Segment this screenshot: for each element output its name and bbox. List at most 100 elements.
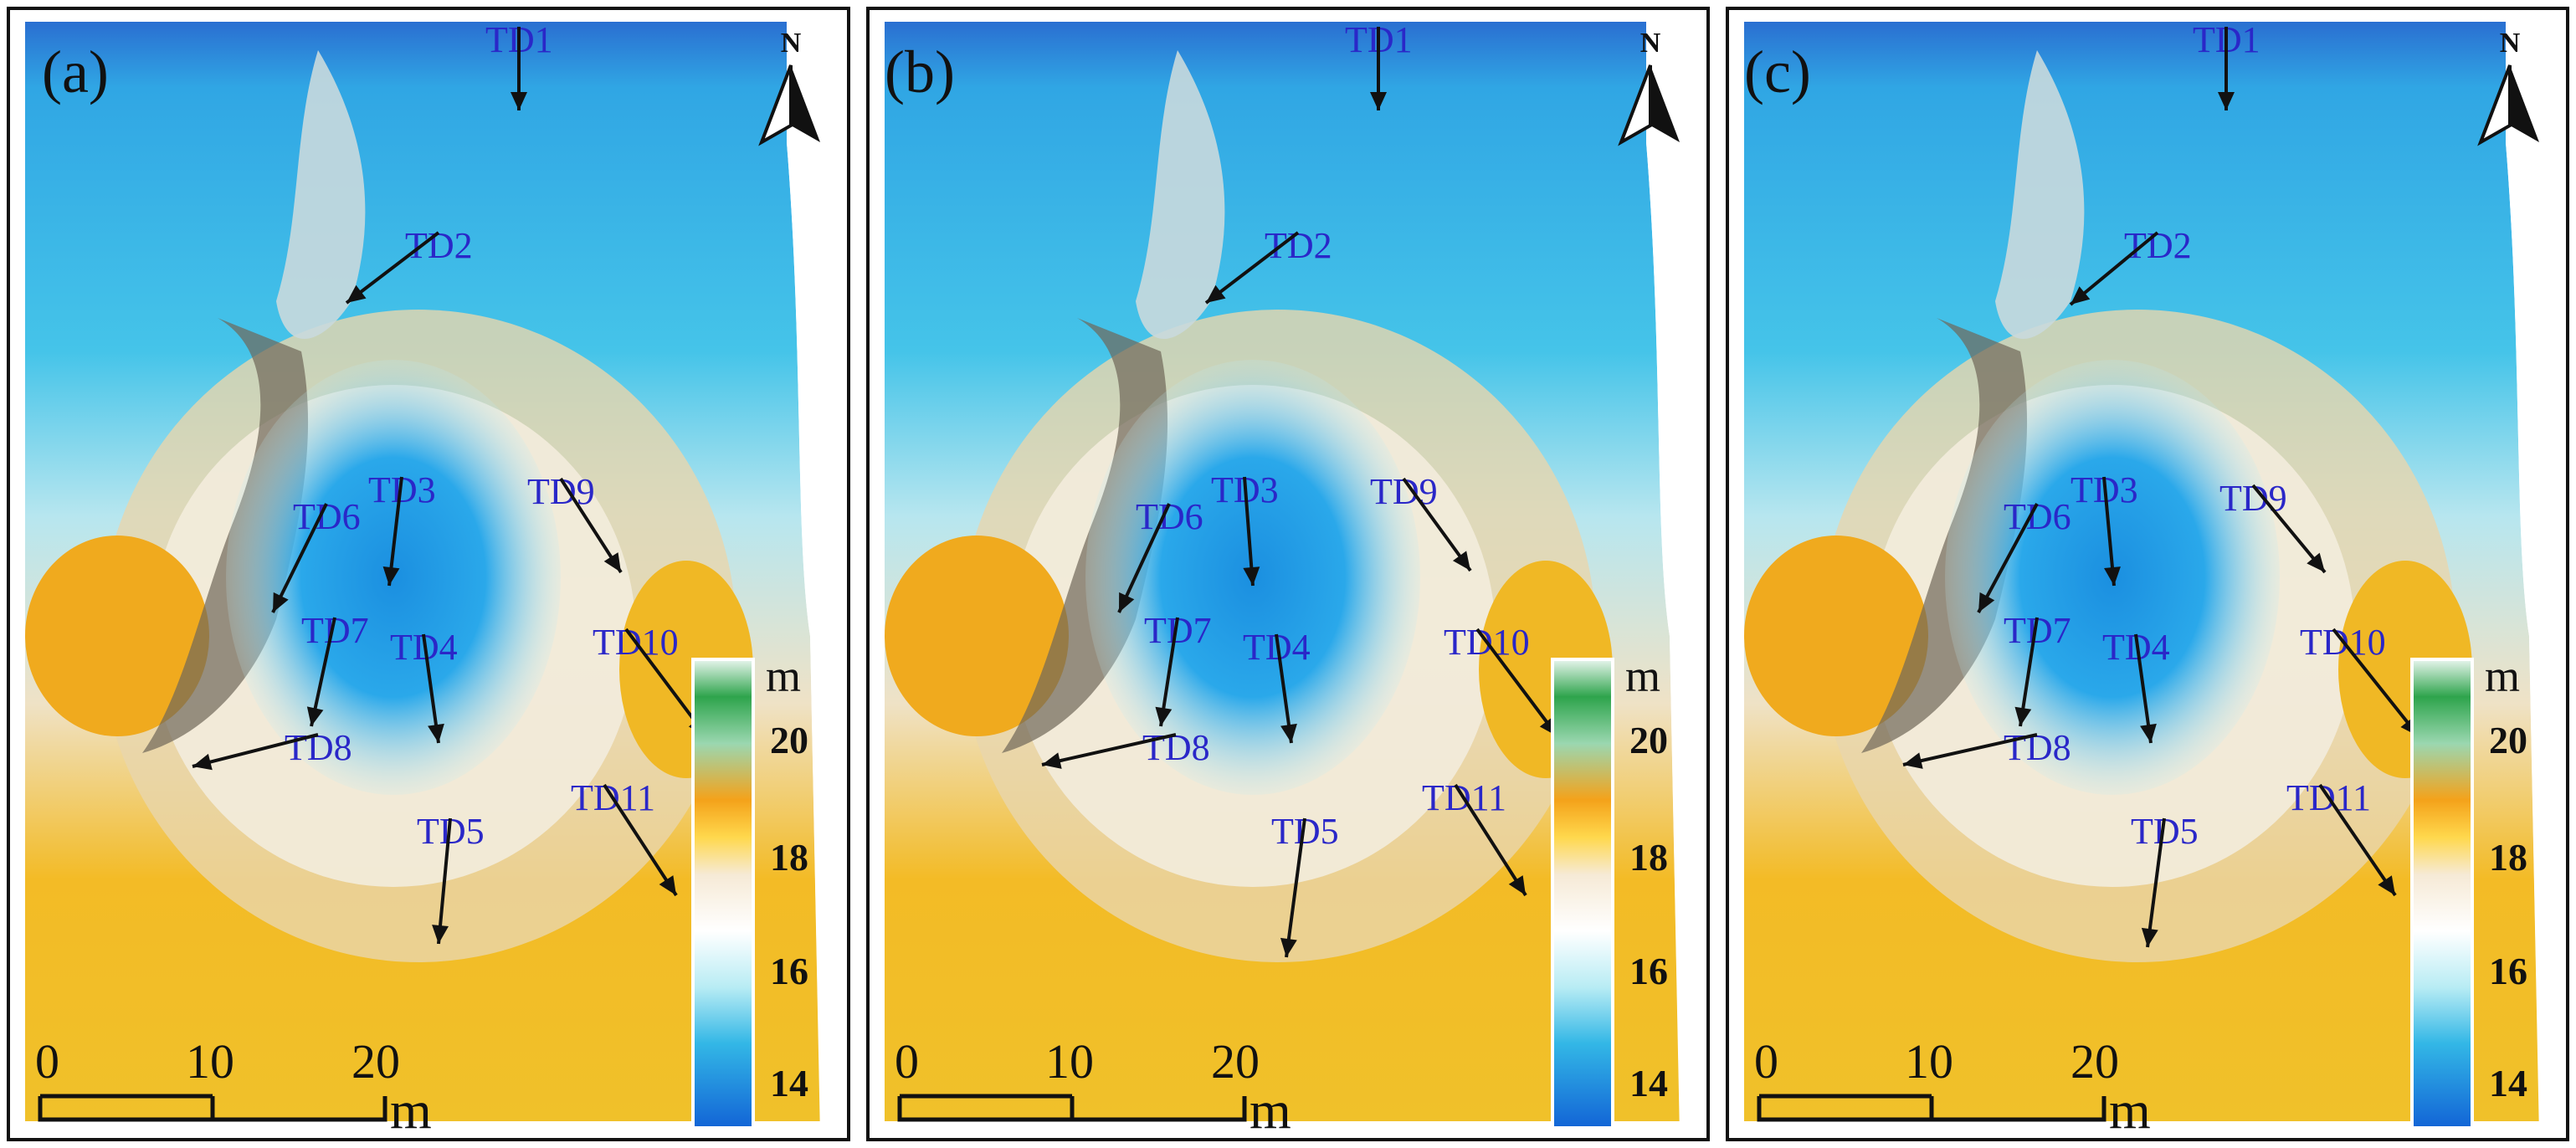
scale-bar: 0 10 20 m [35, 1034, 432, 1140]
elevation-legend: m 20 18 16 14 [2410, 651, 2527, 1130]
marker-label: TD2 [405, 225, 473, 266]
arrow-head-icon [306, 706, 324, 726]
legend-colorbar [691, 658, 755, 1130]
elevation-legend: m 20 18 16 14 [691, 651, 808, 1130]
marker-td1: TD1 [485, 19, 553, 110]
arrow-shaft [2318, 783, 2397, 897]
arrow-head-icon [2378, 875, 2395, 895]
arrow-head-icon [346, 284, 367, 303]
arrow-head-icon [432, 925, 449, 944]
panel-c: (c) N TD1TD2TD3TD4TD5TD6TD7TD8TD9TD10TD1… [1719, 0, 2576, 1148]
marker-td3: TD3 [368, 469, 436, 587]
map-panel-b: (b) N TD1TD2TD3TD4TD5TD6TD7TD8TD9TD10TD1… [866, 7, 1710, 1141]
arrow-head-icon [2141, 927, 2158, 947]
marker-label: TD5 [1271, 811, 1339, 852]
marker-td3: TD3 [1211, 469, 1279, 587]
arrow-head-icon [1206, 284, 1226, 303]
legend-unit: m [1625, 651, 1660, 701]
map-panel-c: (c) N TD1TD2TD3TD4TD5TD6TD7TD8TD9TD10TD1… [1726, 7, 2569, 1141]
marker-td11: TD11 [1422, 777, 1527, 897]
scale-tick-20: 20 [2071, 1034, 2119, 1089]
arrow-head-icon [1042, 752, 1062, 769]
marker-label: TD8 [285, 727, 352, 768]
marker-td2: TD2 [2069, 225, 2192, 306]
legend-colorbar [2410, 658, 2474, 1130]
marker-label: TD6 [293, 496, 361, 537]
arrow-shaft [559, 477, 623, 574]
arrow-head-icon [1452, 551, 1470, 571]
marker-label: TD9 [1370, 471, 1438, 512]
marker-td11: TD11 [571, 777, 678, 897]
arrow-head-icon [192, 753, 213, 771]
arrow-shaft [2251, 484, 2327, 574]
marker-label: TD6 [2004, 496, 2071, 537]
marker-td2: TD2 [1204, 225, 1332, 305]
marker-td9: TD9 [2219, 478, 2327, 574]
arrow-shaft [271, 503, 328, 613]
marker-td4: TD4 [2102, 627, 2170, 744]
marker-td7: TD7 [301, 610, 369, 727]
marker-label: TD9 [527, 471, 595, 512]
legend-tick-14: 14 [2489, 1062, 2527, 1104]
scale-unit: m [2109, 1080, 2151, 1140]
marker-td5: TD5 [2131, 811, 2199, 948]
north-ridge [276, 50, 366, 339]
dark-ridge [142, 318, 309, 753]
legend-tick-20: 20 [770, 719, 808, 761]
arrow-shaft [345, 231, 440, 305]
dark-ridge [1861, 318, 2028, 753]
arrow-head-icon [659, 875, 676, 895]
north-ridge [1995, 50, 2085, 339]
scale-tick-20: 20 [352, 1034, 400, 1089]
north-label: N [1640, 28, 1661, 59]
elevation-legend: m 20 18 16 14 [1551, 651, 1668, 1130]
scale-bar: 0 10 20 m [1754, 1034, 2151, 1140]
north-arrow-icon: N [758, 28, 820, 146]
arrow-shaft [603, 783, 678, 897]
north-arrow-icon: N [1618, 28, 1680, 146]
arrow-head-icon [1370, 92, 1387, 110]
marker-layer: TD1 TD2 TD3 TD4 TD5 TD6 TD7 TD8 TD9 TD10 TD11 [1902, 19, 2420, 948]
marker-label: TD7 [301, 610, 369, 651]
map-panel-a: (a) N TD1TD2TD3TD4TD5TD6TD7TD8TD9TD10TD1… [7, 7, 850, 1141]
arrow-shaft [192, 733, 319, 768]
marker-td10: TD10 [2300, 622, 2420, 738]
arrow-head-icon [382, 566, 400, 586]
arrow-shaft [310, 617, 336, 727]
marker-label: TD5 [2131, 811, 2199, 852]
marker-td5: TD5 [417, 811, 485, 945]
marker-label: TD6 [1136, 496, 1203, 537]
marker-td3: TD3 [2071, 469, 2138, 587]
legend-tick-16: 16 [2489, 950, 2527, 992]
legend-tick-14: 14 [1629, 1062, 1668, 1104]
arrow-shaft [2146, 817, 2166, 948]
arrow-head-icon [2140, 723, 2157, 743]
arrow-shaft [437, 817, 452, 945]
arrow-shaft [1285, 817, 1306, 958]
arrow-head-icon [511, 92, 527, 110]
marker-td4: TD4 [1243, 627, 1311, 744]
marker-label: TD2 [2124, 225, 2192, 266]
legend-tick-16: 16 [1629, 950, 1668, 992]
marker-td1: TD1 [1345, 19, 1413, 110]
arrow-shaft [1902, 733, 2038, 766]
marker-label: TD8 [2004, 727, 2071, 768]
north-label: N [781, 28, 802, 59]
marker-td6: TD6 [271, 496, 361, 613]
scale-unit: m [1250, 1080, 1291, 1140]
marker-td10: TD10 [1444, 622, 1559, 738]
marker-label: TD2 [1265, 225, 1332, 266]
arrow-head-icon [1978, 592, 1995, 612]
marker-td11: TD11 [2286, 777, 2397, 897]
scale-tick-0: 0 [1754, 1034, 1778, 1089]
marker-label: TD8 [1142, 727, 1210, 768]
marker-td8: TD8 [1041, 727, 1210, 769]
marker-td7: TD7 [1144, 610, 1212, 727]
marker-td2: TD2 [345, 225, 473, 305]
marker-td8: TD8 [192, 727, 352, 771]
arrow-head-icon [1280, 937, 1297, 957]
marker-layer: TD1 TD2 TD3 TD4 TD5 TD6 TD7 TD8 TD9 TD10 TD11 [1041, 19, 1559, 958]
north-arrow-icon: N [2477, 28, 2539, 146]
panel-letter: (c) [1744, 38, 1811, 105]
legend-tick-18: 18 [1629, 836, 1668, 879]
